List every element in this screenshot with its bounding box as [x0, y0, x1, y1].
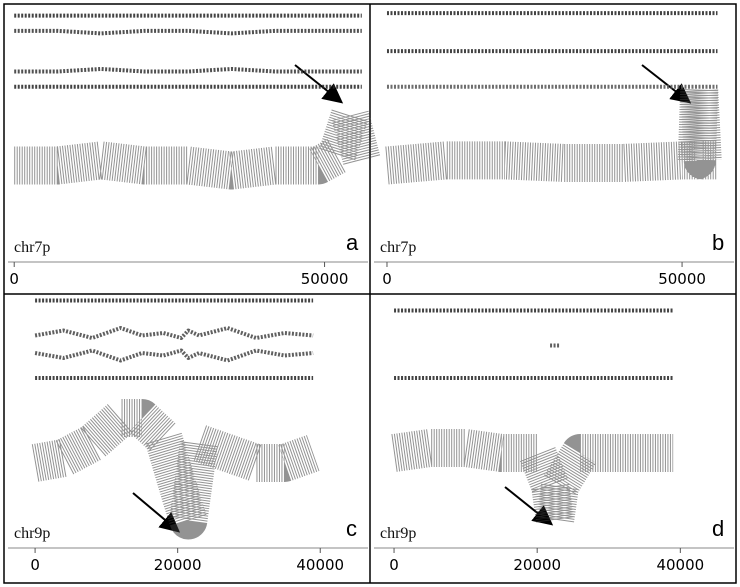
x-tick-label: 40000 [656, 556, 704, 574]
arrow [132, 492, 181, 533]
x-tick-label: 0 [382, 270, 392, 288]
arrow [641, 64, 692, 104]
baf-track [14, 66, 362, 74]
x-tick-label: 0 [9, 270, 19, 288]
baf-track [34, 348, 314, 363]
x-tick-label: 50000 [301, 270, 349, 288]
lrr-band [391, 429, 674, 540]
x-tick-label: 20000 [154, 556, 202, 574]
panel-label: d [712, 516, 724, 541]
x-tick-label: 0 [30, 556, 40, 574]
lrr-band [31, 399, 320, 540]
lrr-band [14, 95, 381, 190]
baf-track [14, 28, 362, 36]
baf-track [34, 326, 314, 340]
chromosome-label: chr7p [380, 239, 416, 256]
panel-label: a [346, 230, 359, 255]
x-tick-label: 20000 [513, 556, 561, 574]
x-tick-label: 0 [389, 556, 399, 574]
x-tick-label: 50000 [658, 270, 706, 288]
chromosome-label: chr7p [14, 239, 50, 256]
chromosome-label: chr9p [380, 525, 416, 542]
panel-label: b [712, 230, 724, 255]
lrr-band [385, 70, 722, 185]
x-tick-label: 40000 [296, 556, 344, 574]
chromosome-label: chr9p [14, 525, 50, 542]
panel-label: c [346, 516, 357, 541]
